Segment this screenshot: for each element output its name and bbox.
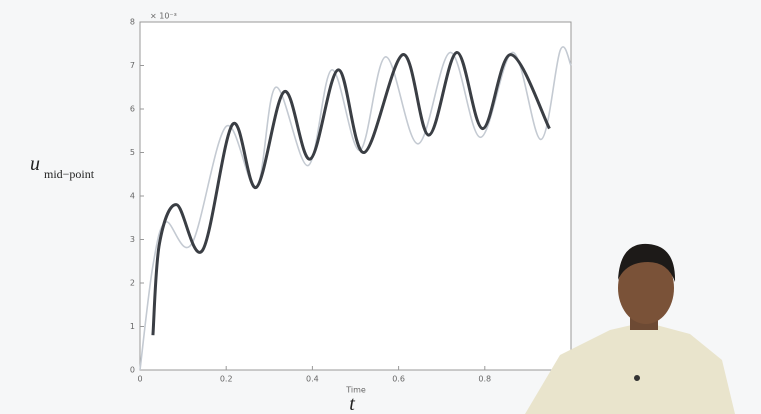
exponent-label: × 10⁻³: [150, 12, 177, 21]
x-tick-label: 0.4: [306, 375, 319, 384]
plot-area: [140, 22, 571, 370]
y-tick-label: 6: [130, 105, 135, 114]
screen: × 10⁻³ u mid−point Time t 01234567800.20…: [0, 0, 761, 414]
y-tick-label: 0: [130, 366, 135, 375]
x-tick-label: 0.2: [220, 375, 233, 384]
y-tick-label: 8: [130, 18, 135, 27]
x-tick-label: 0.6: [392, 375, 405, 384]
y-tick-label: 5: [130, 148, 135, 157]
y-tick-label: 7: [130, 61, 135, 70]
y-tick-label: 3: [130, 235, 135, 244]
x-tick-label: 0: [137, 375, 142, 384]
y-tick-label: 4: [130, 192, 135, 201]
y-tick-label: 1: [130, 322, 135, 331]
microphone: [634, 375, 640, 381]
y-label: u: [30, 153, 40, 175]
x-label: t: [349, 393, 355, 414]
x-tick-label: 0.8: [478, 375, 491, 384]
y-tick-label: 2: [130, 279, 135, 288]
y-label-sub: mid−point: [44, 167, 95, 181]
